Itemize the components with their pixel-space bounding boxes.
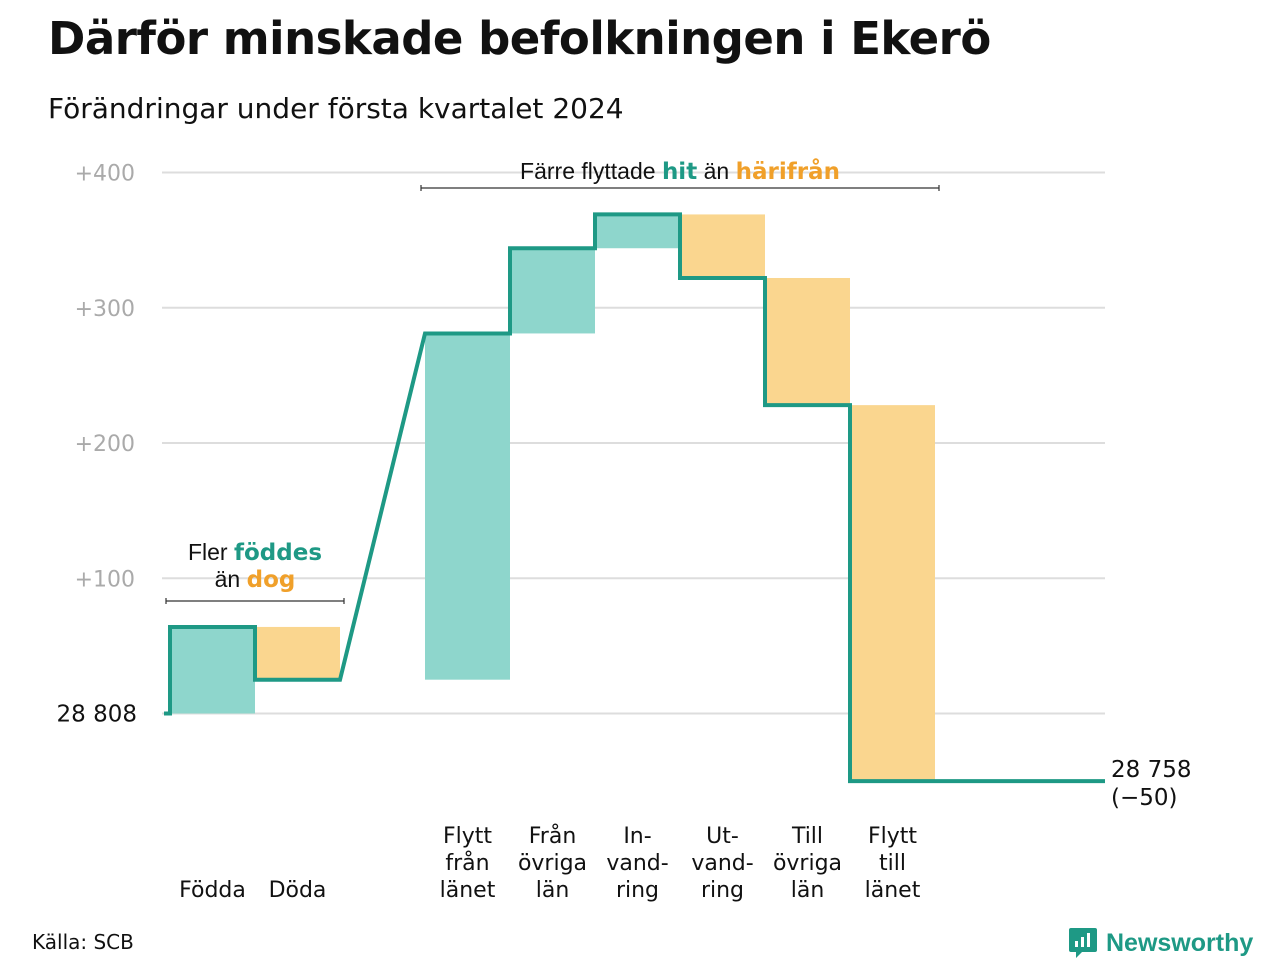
chart-title: Därför minskade befolkningen i Ekerö (48, 12, 991, 65)
end-value-label: 28 758 (1111, 757, 1191, 783)
end-change-label: (−50) (1111, 785, 1177, 811)
annotation-text-part: härifrån (736, 158, 840, 185)
annotation-text-part: hit (662, 159, 697, 185)
category-label: övriga (518, 851, 587, 876)
bar (425, 333, 510, 680)
bar (510, 248, 595, 334)
category-label: ring (701, 878, 744, 903)
annotation-text-part: föddes (234, 540, 322, 566)
labels: +100 +200 +300 +400 28 808 28 758(−50) Födda Dö… (57, 162, 1192, 904)
category-label: Flytt (868, 824, 917, 849)
category-label: Födda (179, 878, 246, 903)
category-label: vand- (606, 851, 668, 876)
bar (595, 214, 680, 249)
category-label: In- (623, 824, 651, 849)
y-tick-label: +400 (75, 162, 135, 187)
bars (170, 214, 935, 782)
category-label: Från (529, 823, 577, 849)
chart-subtitle: Förändringar under första kvartalet 2024 (48, 92, 624, 125)
bar (170, 626, 255, 714)
annotation-text-part: än (215, 566, 247, 592)
step-line (164, 212, 1105, 784)
annotation-text: Fler föddes (188, 539, 322, 566)
category-label: från (445, 850, 489, 876)
source-note: Källa: SCB (32, 930, 134, 954)
bar (255, 626, 340, 680)
bar (680, 214, 765, 278)
start-value-label: 28 808 (57, 702, 137, 728)
category-label: länet (440, 878, 496, 903)
category-label: län (791, 878, 825, 903)
annotation-text: Färre flyttade hit än härifrån (520, 158, 840, 185)
y-tick-label: +200 (75, 432, 135, 457)
category-label: länet (865, 878, 921, 903)
category-label: övriga (773, 851, 842, 876)
category-label: Flytt (443, 824, 492, 849)
bar-chart-icon (1069, 928, 1097, 958)
grid-lines (162, 171, 1105, 715)
category-label: län (536, 878, 570, 903)
brand-name: Newsworthy (1106, 928, 1254, 957)
annotation-text-part: dog (247, 567, 296, 593)
waterfall-step-line (164, 212, 1105, 784)
y-tick-label: +100 (75, 567, 135, 592)
category-label: vand- (691, 851, 753, 876)
category-label: till (879, 851, 906, 876)
category-label: ring (616, 878, 659, 903)
y-tick-label: +300 (75, 297, 135, 322)
bar (765, 277, 850, 406)
annotation-text-part: än (697, 158, 735, 184)
brand-logo[interactable]: Newsworthy (1068, 926, 1253, 960)
category-label: Döda (269, 878, 327, 903)
annotation-text-part: Fler (188, 539, 234, 565)
annotation-text-part: Färre flyttade (520, 158, 662, 184)
category-label: Ut- (706, 824, 739, 849)
bar (850, 405, 935, 782)
annotation-text: än dog (215, 566, 296, 593)
category-label: Till (791, 824, 823, 849)
